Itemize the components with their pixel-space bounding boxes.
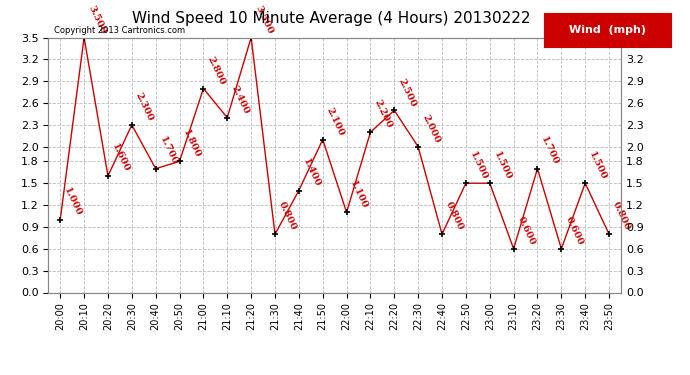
Text: 3.500: 3.500 (253, 4, 274, 35)
Text: 1.700: 1.700 (540, 135, 560, 166)
Text: 1.700: 1.700 (157, 135, 179, 166)
Text: 0.600: 0.600 (515, 215, 537, 247)
Text: 1.600: 1.600 (110, 142, 131, 174)
Text: 0.800: 0.800 (277, 200, 298, 232)
Text: 2.800: 2.800 (206, 55, 226, 86)
Text: 0.800: 0.800 (444, 200, 465, 232)
Text: 1.800: 1.800 (181, 128, 202, 159)
Text: 2.500: 2.500 (396, 76, 417, 108)
Text: 1.500: 1.500 (468, 150, 489, 181)
Text: Wind  (mph): Wind (mph) (569, 25, 646, 35)
Text: 1.500: 1.500 (587, 150, 608, 181)
Text: 2.100: 2.100 (324, 106, 346, 137)
Text: 2.300: 2.300 (134, 91, 155, 123)
Text: 1.400: 1.400 (301, 157, 322, 188)
Text: 2.400: 2.400 (229, 84, 250, 116)
Text: 0.800: 0.800 (611, 200, 632, 232)
Text: Wind Speed 10 Minute Average (4 Hours) 20130222: Wind Speed 10 Minute Average (4 Hours) 2… (132, 11, 531, 26)
Text: 1.500: 1.500 (492, 150, 513, 181)
Text: 2.000: 2.000 (420, 113, 441, 145)
Text: 1.100: 1.100 (348, 179, 369, 210)
Text: 0.600: 0.600 (563, 215, 584, 247)
Text: 3.500: 3.500 (86, 4, 107, 35)
Text: 2.200: 2.200 (373, 99, 393, 130)
Text: 1.000: 1.000 (62, 186, 83, 218)
Text: Copyright 2013 Cartronics.com: Copyright 2013 Cartronics.com (54, 26, 185, 35)
